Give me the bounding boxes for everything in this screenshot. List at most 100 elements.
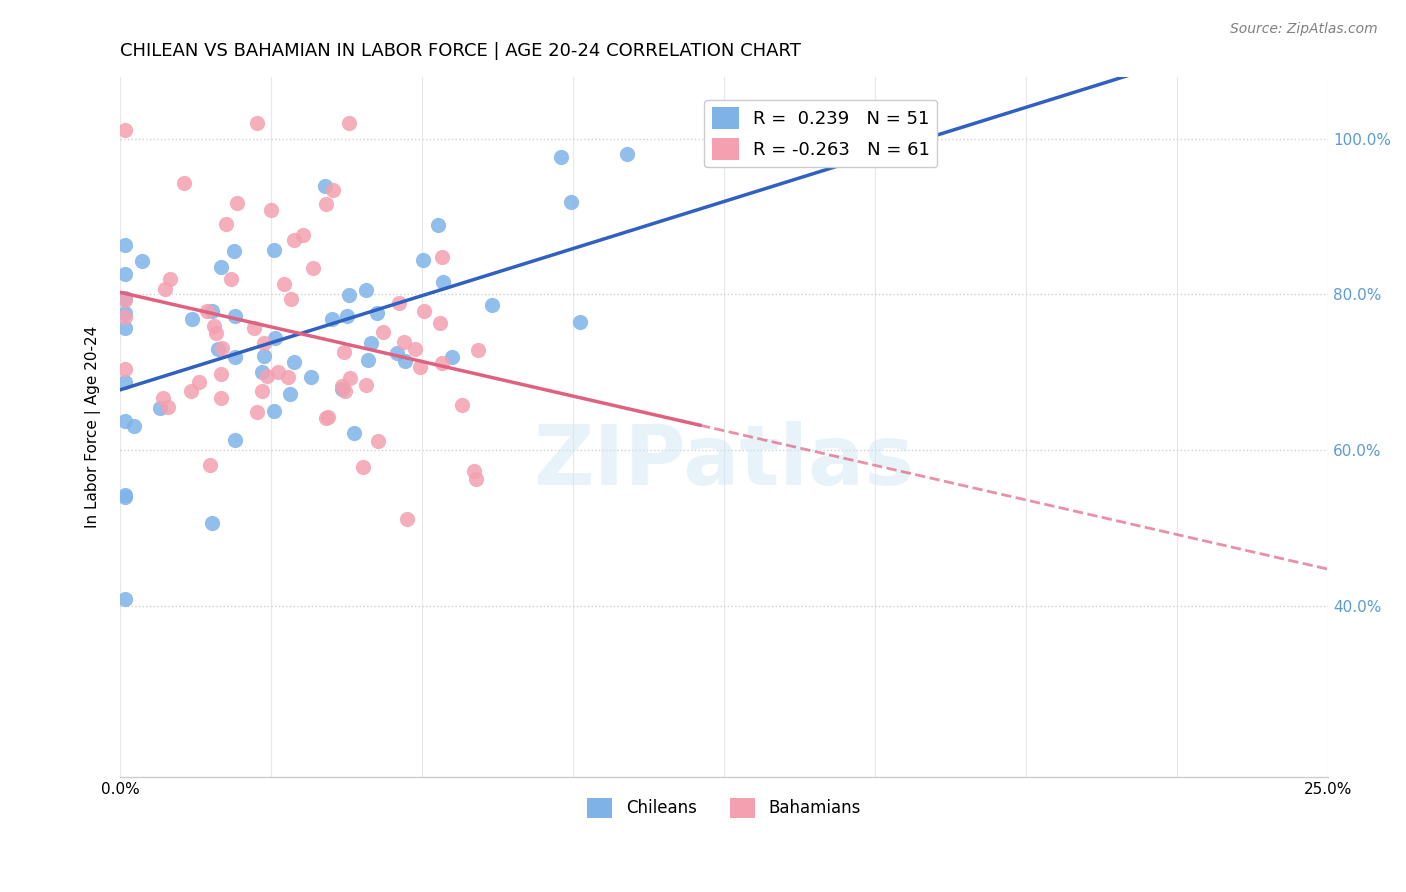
Point (114, 292, 136, 306)
Point (243, 321, 266, 335)
Point (211, 341, 233, 355)
Point (253, 349, 276, 363)
Point (209, 391, 232, 405)
Point (441, 350, 464, 364)
Point (209, 367, 232, 381)
Point (427, 218, 450, 232)
Point (159, 271, 181, 285)
Point (315, 197, 337, 211)
Point (413, 304, 436, 318)
Point (202, 318, 225, 333)
Point (283, 355, 305, 369)
Point (278, 387, 301, 401)
Point (173, 176, 195, 190)
Point (315, 410, 337, 425)
Point (394, 353, 416, 368)
Point (246, 116, 269, 130)
Point (292, 228, 315, 243)
Point (201, 516, 224, 530)
Point (114, 490, 136, 504)
Y-axis label: In Labor Force | Age 20-24: In Labor Force | Age 20-24 (86, 326, 101, 528)
Point (114, 305, 136, 319)
Point (114, 310, 136, 325)
Point (114, 591, 136, 606)
Point (226, 196, 249, 211)
Point (463, 464, 485, 478)
Point (333, 384, 356, 398)
Point (180, 384, 202, 398)
Point (366, 306, 388, 320)
Point (314, 179, 336, 194)
Point (343, 425, 366, 440)
Point (198, 458, 221, 472)
Point (616, 147, 638, 161)
Point (224, 309, 246, 323)
Point (450, 398, 472, 412)
Point (114, 238, 136, 252)
Point (277, 369, 299, 384)
Point (131, 254, 153, 268)
Point (396, 512, 419, 526)
Point (387, 346, 409, 360)
Point (322, 183, 344, 197)
Text: ZIPatlas: ZIPatlas (534, 421, 914, 502)
Point (152, 392, 174, 406)
Point (114, 488, 136, 502)
Point (371, 325, 394, 339)
Point (252, 365, 274, 379)
Point (569, 315, 592, 329)
Point (253, 336, 276, 351)
Point (299, 369, 322, 384)
Point (267, 365, 290, 379)
Point (367, 434, 389, 449)
Point (215, 217, 238, 231)
Text: Source: ZipAtlas.com: Source: ZipAtlas.com (1230, 22, 1378, 37)
Point (222, 244, 245, 259)
Point (316, 409, 339, 424)
Point (260, 203, 283, 218)
Point (264, 331, 287, 345)
Point (219, 271, 242, 285)
Point (153, 282, 176, 296)
Point (332, 344, 354, 359)
Point (273, 277, 295, 291)
Point (412, 252, 434, 267)
Point (356, 283, 378, 297)
Point (209, 260, 232, 274)
Point (149, 401, 172, 416)
Point (356, 378, 378, 392)
Point (114, 122, 136, 136)
Point (352, 459, 374, 474)
Point (550, 150, 572, 164)
Point (263, 404, 285, 418)
Point (114, 267, 136, 281)
Point (357, 353, 380, 368)
Point (330, 382, 353, 396)
Point (388, 296, 411, 310)
Point (114, 321, 136, 335)
Point (256, 369, 278, 384)
Point (330, 379, 353, 393)
Point (321, 312, 343, 326)
Point (188, 375, 211, 389)
Legend: Chileans, Bahamians: Chileans, Bahamians (581, 791, 868, 824)
Point (280, 293, 302, 307)
Point (430, 251, 453, 265)
Point (465, 472, 488, 486)
Point (337, 288, 360, 302)
Point (429, 316, 451, 330)
Point (246, 405, 269, 419)
Point (114, 414, 136, 428)
Point (263, 244, 285, 258)
Point (224, 433, 246, 447)
Point (114, 362, 136, 376)
Point (404, 342, 426, 356)
Point (114, 376, 136, 390)
Point (250, 384, 273, 398)
Point (430, 356, 453, 370)
Point (224, 350, 246, 364)
Point (156, 400, 179, 414)
Text: CHILEAN VS BAHAMIAN IN LABOR FORCE | AGE 20-24 CORRELATION CHART: CHILEAN VS BAHAMIAN IN LABOR FORCE | AGE… (120, 42, 801, 60)
Point (207, 342, 229, 356)
Point (392, 334, 415, 349)
